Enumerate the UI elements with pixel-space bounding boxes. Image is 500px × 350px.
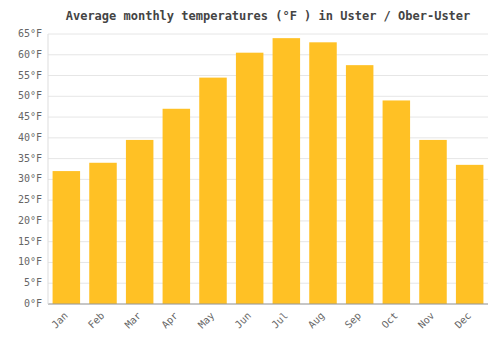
bars	[53, 38, 484, 304]
x-tick-label: Nov	[416, 310, 437, 331]
y-tick-label: 5°F	[24, 277, 42, 288]
y-axis-line	[48, 34, 49, 304]
bar	[89, 163, 117, 304]
x-axis: Jan Feb Mar Apr May Jun Jul Aug Sep Oct Nov Dec	[49, 310, 473, 331]
x-tick-label: Sep	[343, 310, 364, 331]
bar	[126, 140, 153, 304]
y-tick-label: 45°F	[18, 111, 42, 122]
grid-line	[48, 304, 488, 305]
x-tick-label: Jan	[49, 310, 70, 331]
grid	[48, 34, 488, 304]
y-tick-label: 25°F	[18, 194, 42, 205]
bar	[163, 109, 191, 304]
bar	[419, 140, 447, 304]
bar	[309, 42, 337, 304]
y-tick-label: 20°F	[18, 215, 42, 226]
y-tick-label: 35°F	[18, 153, 42, 164]
y-axis: 0°F 5°F 10°F 15°F 20°F 25°F 30°F 35°F 40°F 45°F 50…	[18, 28, 42, 309]
y-tick-label: 10°F	[18, 256, 42, 267]
title: Average monthly temperatures (°F ) in Us…	[66, 9, 471, 23]
x-tick-label: Jul	[269, 310, 290, 331]
bar	[53, 171, 80, 304]
y-tick-label: 50°F	[18, 90, 42, 101]
grid-line	[48, 117, 488, 118]
grid-line	[48, 96, 488, 97]
chart: Average monthly temperatures (°F ) in Us…	[0, 0, 500, 350]
y-tick-label: 55°F	[18, 70, 42, 81]
bar	[346, 65, 374, 304]
y-tick-label: 30°F	[18, 173, 42, 184]
x-tick-label: Oct	[379, 310, 400, 331]
bar	[199, 78, 227, 304]
x-tick-label: Apr	[159, 310, 180, 331]
grid-line	[48, 137, 488, 138]
y-tick-label: 15°F	[18, 236, 42, 247]
y-tick-label: 0°F	[24, 298, 42, 309]
x-axis-line	[48, 304, 488, 305]
x-tick-label: Dec	[453, 310, 474, 331]
x-tick-label: Mar	[123, 310, 144, 331]
x-tick-label: Aug	[306, 310, 327, 331]
bar	[273, 38, 301, 304]
y-tick-label: 65°F	[18, 28, 42, 39]
grid-line	[48, 34, 488, 35]
bar	[236, 53, 264, 304]
x-tick-label: Jun	[233, 310, 254, 331]
x-tick-label: May	[196, 310, 217, 331]
y-tick-label: 60°F	[18, 49, 42, 60]
grid-line	[48, 75, 488, 76]
grid-line	[48, 54, 488, 55]
bar	[383, 100, 411, 304]
x-tick-label: Feb	[86, 310, 107, 331]
y-tick-label: 40°F	[18, 132, 42, 143]
bar	[456, 165, 484, 304]
